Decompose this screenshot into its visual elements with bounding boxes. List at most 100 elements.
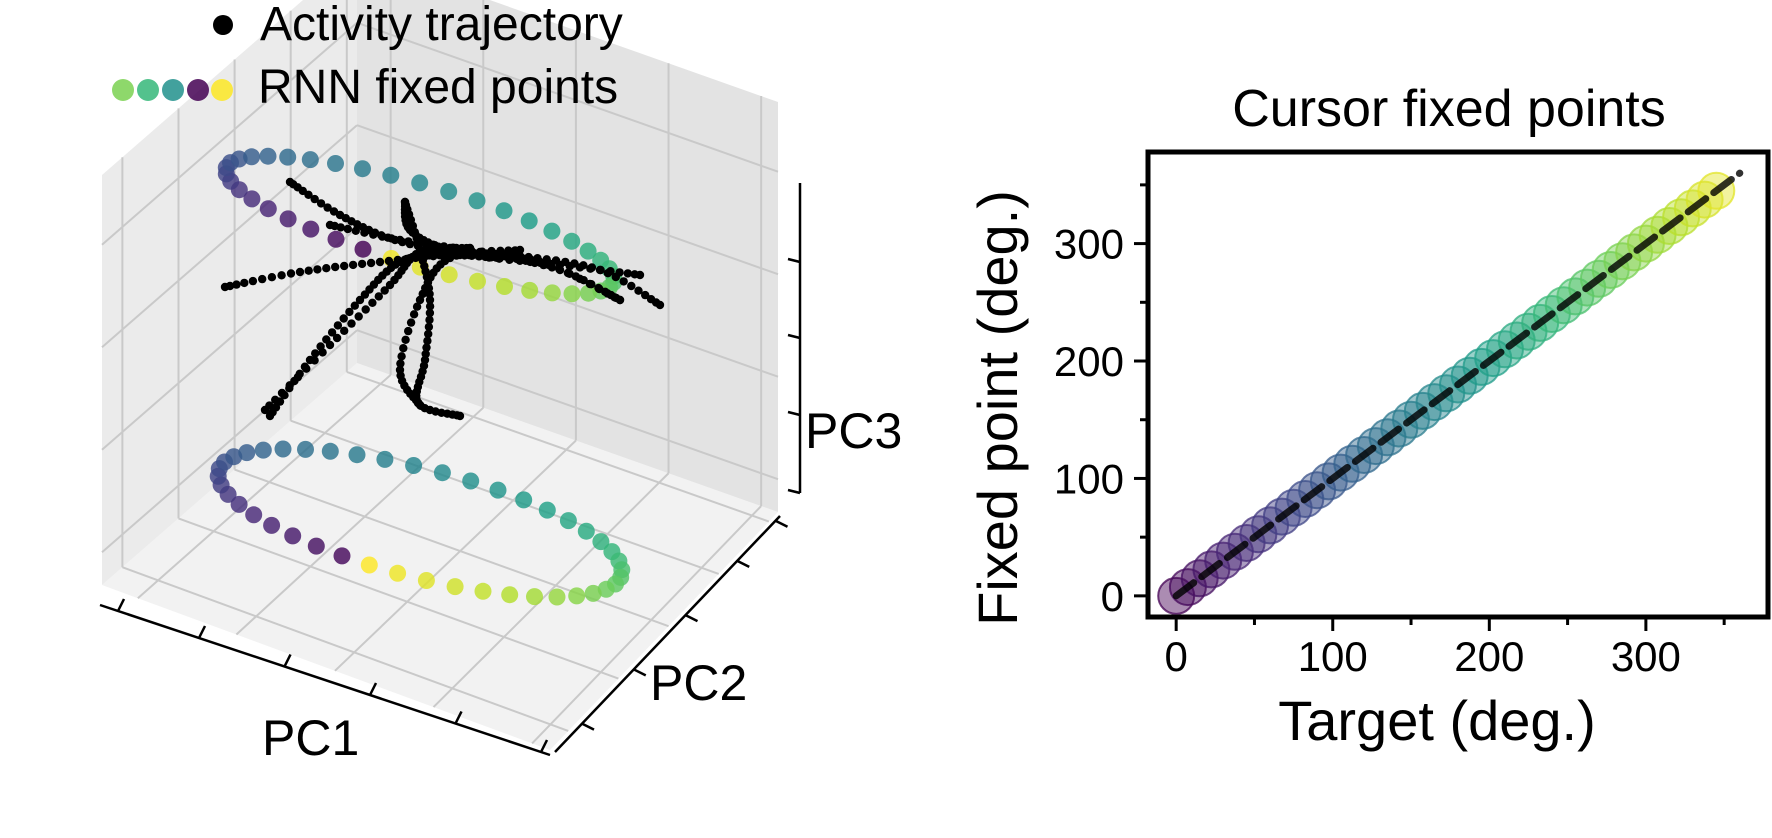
ring-fixed-point bbox=[597, 580, 615, 598]
trajectory-point bbox=[551, 256, 561, 265]
pc2-tick bbox=[736, 559, 750, 568]
ring-fixed-point bbox=[348, 446, 366, 464]
ring-fixed-point bbox=[263, 516, 281, 534]
ring-fixed-point bbox=[243, 148, 261, 166]
trajectory-point bbox=[240, 278, 249, 288]
trajectory-point bbox=[430, 241, 440, 250]
3d-gridlines bbox=[101, 0, 779, 745]
ring-fixed-point bbox=[584, 584, 602, 602]
gridline bbox=[531, 505, 762, 745]
ring-fixed-point bbox=[243, 190, 261, 208]
ring-fixed-point bbox=[543, 284, 561, 302]
ring-fixed-point bbox=[333, 547, 351, 565]
pc3-axis-label: PC3 bbox=[805, 403, 902, 459]
fixed-point-rings bbox=[209, 147, 631, 606]
ring-fixed-point bbox=[259, 147, 277, 165]
ring-fixed-point bbox=[474, 582, 492, 600]
trajectory-point bbox=[547, 263, 557, 272]
trajectory-point bbox=[423, 336, 432, 346]
trajectory-point bbox=[323, 203, 332, 212]
trajectory-point bbox=[409, 310, 419, 319]
trajectory-point bbox=[635, 270, 645, 280]
trajectory-point bbox=[325, 340, 335, 350]
ring-fixed-point bbox=[301, 151, 319, 169]
trajectory-point bbox=[304, 190, 313, 199]
trajectory-point bbox=[265, 401, 274, 410]
ring-fixed-point bbox=[376, 450, 394, 468]
trajectory-point bbox=[380, 286, 389, 295]
ring-fixed-point bbox=[515, 491, 533, 509]
y-tick-label: 300 bbox=[1054, 221, 1124, 268]
trajectory-point bbox=[311, 349, 320, 358]
trajectory-point bbox=[318, 348, 327, 357]
ring-fixed-point bbox=[354, 160, 371, 178]
trajectory-point bbox=[310, 356, 319, 365]
ring-fixed-point bbox=[468, 192, 486, 210]
pc1-tick bbox=[283, 653, 292, 668]
ring-fixed-point bbox=[327, 155, 344, 172]
trajectory-point bbox=[378, 232, 387, 241]
legend-swatch-marker bbox=[137, 79, 159, 101]
ring-fixed-point bbox=[568, 587, 586, 605]
pc1-tick bbox=[539, 739, 549, 753]
trajectory-point bbox=[316, 199, 326, 208]
trajectory-point bbox=[277, 271, 286, 280]
legend-swatch-marker bbox=[162, 79, 184, 101]
ring-fixed-point bbox=[259, 200, 277, 218]
ring-fixed-point bbox=[417, 572, 435, 589]
trajectory-point bbox=[225, 281, 235, 291]
trajectory-point bbox=[396, 359, 405, 368]
trajectory-point bbox=[425, 295, 435, 305]
trajectory-point bbox=[521, 256, 530, 265]
trajectory-point bbox=[295, 267, 305, 277]
gridline bbox=[356, 124, 779, 276]
fixed-points-legend-label: RNN fixed points bbox=[258, 61, 618, 114]
gridline bbox=[101, 21, 358, 246]
trajectory-point bbox=[422, 343, 431, 352]
axis-line bbox=[554, 515, 781, 753]
trajectory-point bbox=[340, 261, 349, 271]
ring-fixed-point bbox=[389, 564, 407, 582]
trajectory-point bbox=[375, 257, 385, 267]
trajectory-point bbox=[594, 283, 603, 293]
ring-fixed-point bbox=[225, 448, 243, 466]
ring-fixed-point bbox=[307, 537, 325, 555]
ring-fixed-point bbox=[538, 501, 556, 519]
trajectory-point bbox=[496, 246, 505, 255]
trajectory-point bbox=[530, 258, 539, 268]
axis-ticks: 0 100 200 300 0 100 200 300 bbox=[1054, 183, 1726, 680]
ring-fixed-point bbox=[489, 481, 507, 499]
ring-fixed-point bbox=[446, 578, 464, 596]
ring-fixed-point bbox=[254, 441, 272, 459]
gridline bbox=[356, 21, 779, 173]
trajectory-point bbox=[387, 234, 396, 243]
trajectory-point bbox=[369, 230, 378, 239]
trajectory-point bbox=[302, 364, 311, 373]
trajectory-point bbox=[445, 253, 455, 263]
trajectory-point bbox=[395, 365, 405, 375]
pc1-axis-label: PC1 bbox=[262, 710, 359, 766]
y-tick-label: 200 bbox=[1054, 338, 1124, 385]
identity-line bbox=[1172, 169, 1744, 600]
trajectory-point bbox=[555, 265, 565, 275]
trajectory-point bbox=[351, 226, 360, 235]
pc2-tick bbox=[774, 519, 789, 528]
trajectory-point bbox=[452, 251, 461, 260]
trajectory-point bbox=[563, 268, 573, 278]
trajectory-point bbox=[424, 322, 434, 332]
x-tick-label: 100 bbox=[1298, 633, 1368, 680]
trajectory-point bbox=[397, 352, 406, 361]
trajectory-point bbox=[293, 372, 303, 382]
ring-fixed-point bbox=[559, 512, 577, 530]
ring-fixed-point bbox=[284, 527, 302, 545]
trajectory-point bbox=[401, 335, 410, 344]
trajectory-point bbox=[310, 194, 319, 204]
ring-fixed-point bbox=[543, 222, 561, 240]
ring-fixed-point bbox=[411, 174, 429, 192]
trajectory-point bbox=[412, 238, 422, 247]
trajectory-point bbox=[360, 228, 369, 237]
ring-fixed-point bbox=[405, 457, 423, 474]
gridline bbox=[432, 472, 670, 708]
ring-fixed-point bbox=[462, 472, 480, 490]
